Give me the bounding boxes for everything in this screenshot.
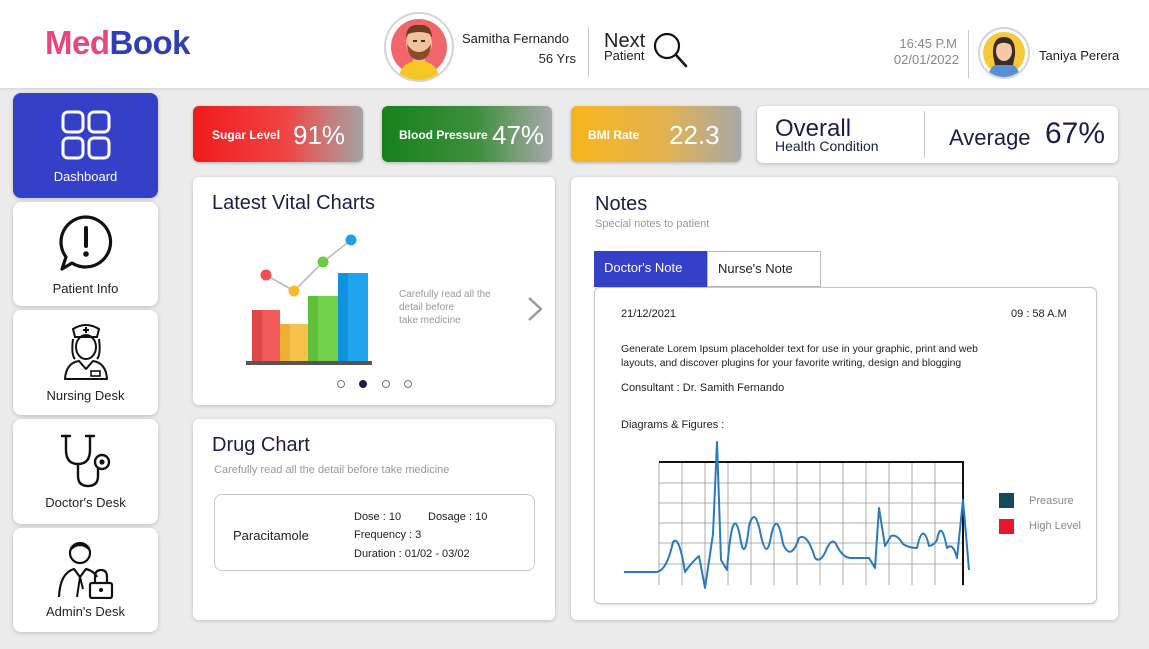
- alert-chat-icon: [58, 215, 112, 271]
- overall-title: Overall: [775, 115, 852, 142]
- legend-swatch-high-level: [999, 519, 1014, 534]
- note-date: 21/12/2021: [621, 308, 677, 320]
- divider: [924, 111, 925, 158]
- dashboard-grid-icon: [61, 110, 110, 160]
- note-time: 09 : 58 A.M: [1011, 308, 1067, 320]
- drug-duration: Duration : 01/02 - 03/02: [354, 548, 470, 560]
- sidebar-item-label: Nursing Desk: [46, 388, 125, 403]
- tab-doctors-note[interactable]: Doctor's Note: [594, 251, 708, 287]
- note-figures-label: Diagrams & Figures :: [621, 419, 725, 431]
- carousel-dot-active[interactable]: [359, 380, 367, 388]
- drug-row[interactable]: Paracitamole Dose : 10 Dosage : 10 Frequ…: [214, 494, 535, 571]
- sugar-level-card[interactable]: Sugar Level 91%: [193, 106, 363, 162]
- vital-caption: Carefully read all the detail before tak…: [399, 288, 491, 327]
- vital-caption-line: take medicine: [399, 315, 461, 326]
- patient-avatar[interactable]: [384, 12, 454, 82]
- logo-med: Med: [45, 24, 110, 61]
- legend-label-high-level: High Level: [1029, 520, 1081, 532]
- note-body-line: layouts, and discover plugins for your f…: [621, 358, 962, 369]
- legend-label-pressure: Preasure: [1029, 495, 1074, 507]
- carousel-dot[interactable]: [337, 380, 345, 388]
- divider: [588, 27, 589, 77]
- tab-nurses-note[interactable]: Nurse's Note: [707, 251, 821, 287]
- sidebar-item-label: Patient Info: [52, 281, 119, 296]
- blood-pressure-value: 47%: [492, 120, 545, 150]
- sidebar-item-nursing-desk[interactable]: Nursing Desk: [13, 310, 158, 415]
- vital-chart-illustration-icon: [246, 234, 372, 365]
- overall-subtitle: Health Condition: [775, 138, 879, 154]
- drug-dosage: Dosage : 10: [428, 511, 488, 523]
- sugar-level-label: Sugar Level: [212, 128, 281, 142]
- drug-chart-title: Drug Chart: [212, 434, 310, 456]
- note-body-line: Generate Lorem Ipsum placeholder text fo…: [621, 344, 978, 355]
- search-icon: [653, 32, 688, 68]
- bmi-rate-label: BMI Rate: [588, 128, 640, 142]
- vital-caption-line: Carefully read all the: [399, 289, 491, 300]
- drug-name: Paracitamole: [233, 528, 309, 543]
- patient-name: Samitha Fernando: [462, 31, 569, 46]
- drug-dose: Dose : 10: [354, 511, 402, 523]
- sidebar-item-label: Admin's Desk: [45, 604, 126, 619]
- sidebar-item-admins-desk[interactable]: Admin's Desk: [13, 528, 158, 632]
- bmi-rate-card[interactable]: BMI Rate 22.3: [571, 106, 741, 162]
- vital-charts-card: [193, 177, 555, 405]
- note-body: Generate Lorem Ipsum placeholder text fo…: [621, 343, 978, 371]
- logo-book: Book: [109, 24, 191, 61]
- average-label: Average: [949, 125, 1031, 150]
- overall-health-card[interactable]: Overall Health Condition Average 67%: [757, 106, 1118, 163]
- chevron-right-icon[interactable]: [526, 296, 544, 322]
- sidebar-item-label: Doctor's Desk: [45, 495, 126, 510]
- sidebar-item-dashboard[interactable]: Dashboard: [13, 93, 158, 198]
- user-avatar[interactable]: [978, 27, 1030, 79]
- sidebar-item-doctors-desk[interactable]: Doctor's Desk: [13, 419, 158, 524]
- note-consultant: Consultant : Dr. Samith Fernando: [621, 382, 785, 394]
- blood-pressure-label: Blood Pressure: [399, 128, 488, 142]
- top-bar: MedBook Samitha Fernando 56 Yrs Next Pat…: [0, 0, 1149, 88]
- next-sub-label: Patient: [604, 48, 645, 63]
- carousel-dot[interactable]: [382, 380, 390, 388]
- sugar-level-value: 91%: [293, 120, 346, 150]
- app-logo[interactable]: MedBook: [45, 24, 190, 62]
- patient-age: 56 Yrs: [538, 51, 576, 66]
- nurse-icon: [63, 324, 108, 380]
- blood-pressure-card[interactable]: Blood Pressure 47%: [382, 106, 552, 162]
- next-label: Next: [604, 30, 646, 52]
- average-value: 67%: [1045, 117, 1106, 150]
- user-name: Taniya Perera: [1039, 48, 1120, 63]
- note-panel: 21/12/2021 09 : 58 A.M Generate Lorem Ip…: [594, 287, 1097, 604]
- bmi-rate-value: 22.3: [669, 120, 720, 150]
- current-date: 02/01/2022: [893, 52, 959, 67]
- legend-swatch-pressure: [999, 493, 1014, 508]
- divider: [968, 30, 969, 78]
- next-patient-button[interactable]: Next Patient: [600, 28, 692, 72]
- sidebar-item-patient-info[interactable]: Patient Info: [13, 202, 158, 306]
- carousel-dot[interactable]: [404, 380, 412, 388]
- notes-title: Notes: [595, 193, 648, 215]
- vital-caption-line: detail before: [399, 302, 455, 313]
- vital-charts-title: Latest Vital Charts: [212, 192, 376, 214]
- ecg-figure: [624, 441, 970, 589]
- stethoscope-icon: [60, 434, 110, 488]
- current-time: 16:45 P.M: [899, 36, 957, 51]
- drug-frequency: Frequency : 3: [354, 529, 422, 541]
- admin-lock-icon: [57, 541, 113, 599]
- drug-chart-subtitle: Carefully read all the detail before tak…: [214, 464, 450, 476]
- notes-subtitle: Special notes to patient: [595, 218, 710, 230]
- sidebar-item-label: Dashboard: [53, 169, 118, 184]
